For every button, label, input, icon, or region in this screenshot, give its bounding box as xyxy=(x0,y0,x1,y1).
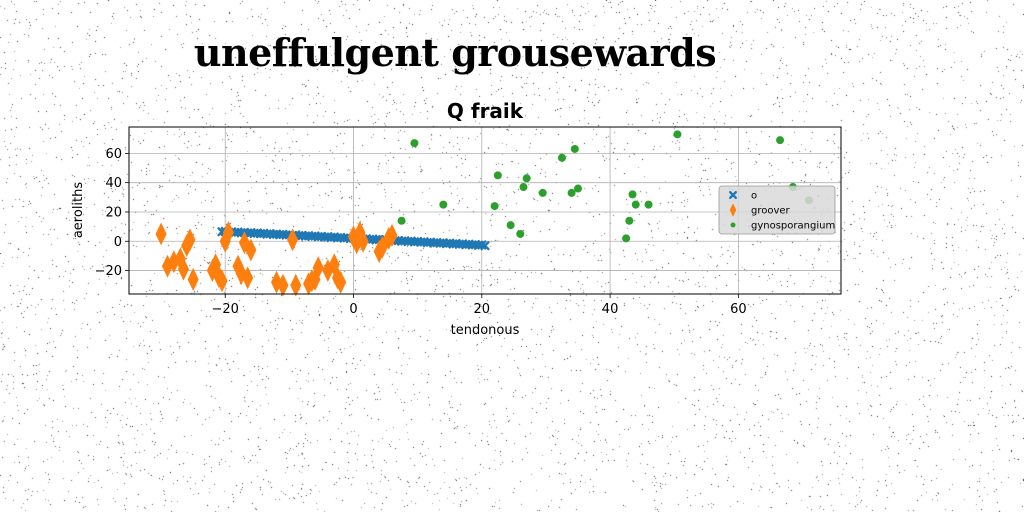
data-point xyxy=(155,222,167,246)
legend-marker xyxy=(729,203,737,217)
y-tick-label: −20 xyxy=(95,264,122,279)
data-point xyxy=(622,234,631,243)
data-point xyxy=(177,257,190,281)
data-point xyxy=(287,228,299,252)
x-tick-label: 0 xyxy=(349,302,357,317)
legend-box xyxy=(718,185,836,235)
data-point xyxy=(335,270,347,294)
x-tick-label: 40 xyxy=(602,302,619,317)
data-point xyxy=(245,238,257,262)
chart-title: Q fraik xyxy=(447,99,524,123)
data-point xyxy=(480,241,490,251)
data-point xyxy=(567,188,576,197)
data-point xyxy=(312,256,324,280)
data-point xyxy=(174,247,186,271)
data-point xyxy=(161,254,174,278)
ticks: −20 0 20 40 60 −20 0 20 40 60 xyxy=(95,147,747,317)
legend-label: groover xyxy=(751,206,791,217)
legend-label: gynosporangium xyxy=(751,221,835,232)
data-point xyxy=(187,267,199,291)
data-point xyxy=(357,229,369,253)
data-point xyxy=(644,200,653,209)
data-point xyxy=(210,253,222,277)
data-point xyxy=(519,183,528,192)
data-point xyxy=(522,174,531,183)
series-2 xyxy=(155,220,398,297)
x-tick-label: 60 xyxy=(730,302,747,317)
data-point xyxy=(673,130,682,139)
legend: o groover gynosporangium xyxy=(718,185,836,235)
data-point xyxy=(222,220,234,244)
data-point xyxy=(631,200,640,209)
data-point xyxy=(493,171,502,180)
y-tick-label: 40 xyxy=(105,176,122,191)
plot-frame xyxy=(128,126,842,295)
data-point xyxy=(386,223,398,247)
data-point xyxy=(277,273,289,297)
data-point xyxy=(506,221,515,230)
data-point xyxy=(574,184,583,193)
data-point xyxy=(516,229,525,238)
data-point xyxy=(439,200,448,209)
data-point xyxy=(309,267,321,291)
data-point xyxy=(290,273,302,297)
data-point xyxy=(216,269,228,293)
data-point xyxy=(557,153,566,162)
x-tick-label: −20 xyxy=(211,302,238,317)
y-tick-label: 0 xyxy=(114,235,122,250)
y-tick-label: 20 xyxy=(105,205,122,220)
data-point xyxy=(410,139,419,148)
data-point xyxy=(628,190,637,199)
data-point xyxy=(625,216,634,225)
data-point xyxy=(490,202,499,211)
data-point xyxy=(776,136,785,145)
y-axis-label: aeroliths xyxy=(71,182,86,239)
data-point xyxy=(232,254,244,278)
figure-suptitle: uneffulgent grousewards xyxy=(193,30,717,75)
data-point xyxy=(538,188,547,197)
x-axis-label: tendonous xyxy=(451,323,520,338)
data-point xyxy=(184,228,196,252)
data-point xyxy=(397,216,406,225)
legend-label: o xyxy=(751,191,757,202)
series-3 xyxy=(397,130,813,243)
data-point xyxy=(570,144,579,153)
data-point xyxy=(238,231,250,255)
x-tick-label: 20 xyxy=(474,302,491,317)
legend-marker xyxy=(730,222,736,228)
legend-marker xyxy=(729,191,737,199)
y-tick-label: 60 xyxy=(105,147,122,162)
data-point xyxy=(168,250,180,274)
series-layer xyxy=(155,130,813,297)
data-point xyxy=(242,266,254,290)
